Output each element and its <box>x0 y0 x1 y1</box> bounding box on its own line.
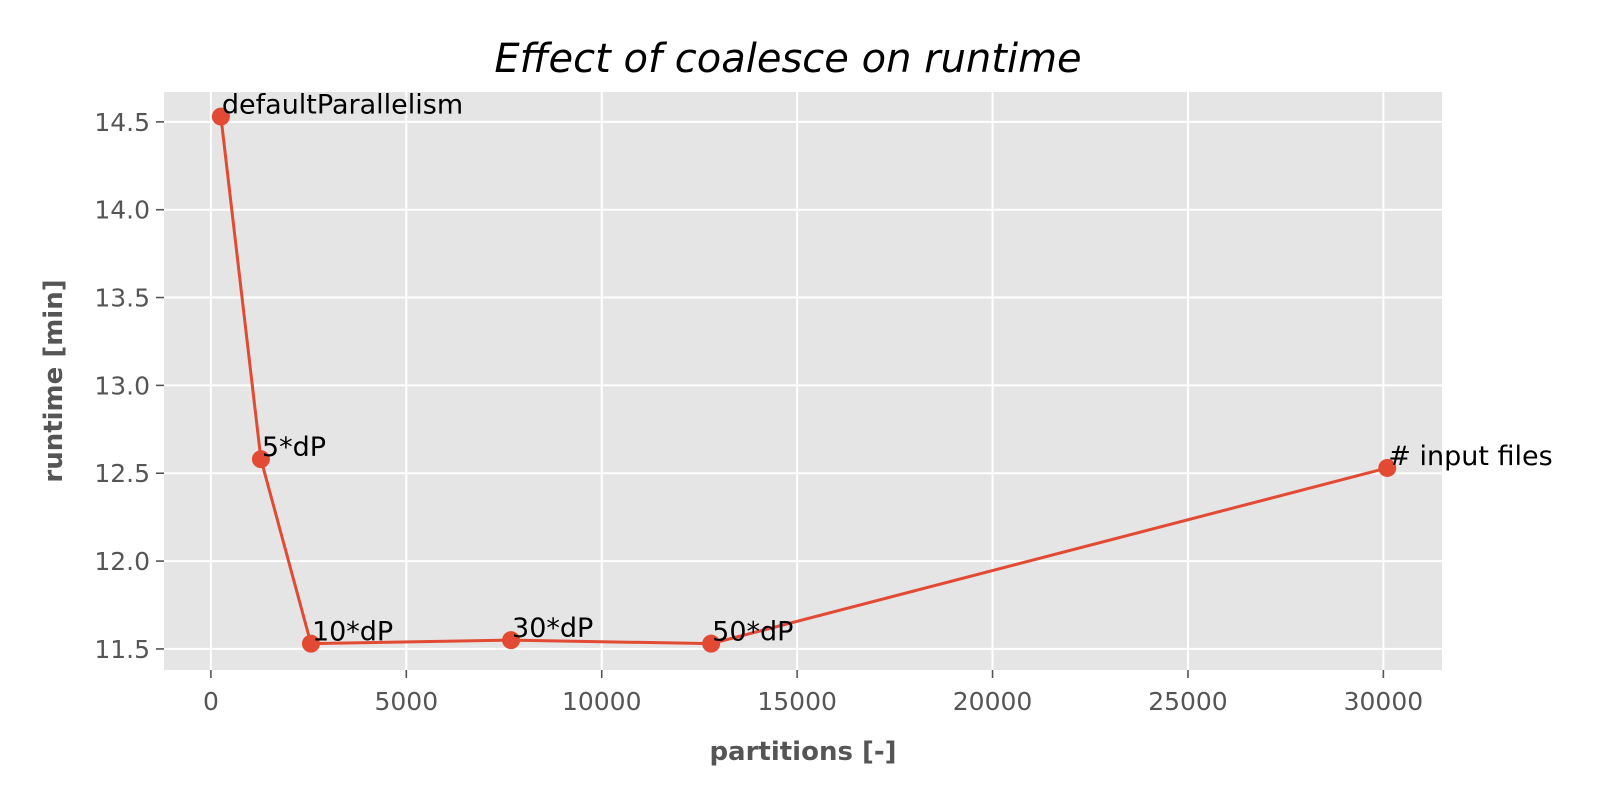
y-tick-label: 12.5 <box>94 459 150 488</box>
y-axis-label: runtime [min] <box>39 279 69 482</box>
data-label: 5*dP <box>262 432 326 463</box>
data-label: defaultParallelism <box>222 90 463 121</box>
data-label: 50*dP <box>712 617 793 648</box>
x-tick-label: 15000 <box>757 687 837 716</box>
data-point <box>1378 458 1397 477</box>
y-tick-label: 13.5 <box>94 284 150 313</box>
x-tick-label: 30000 <box>1344 687 1424 716</box>
y-tick-label: 14.5 <box>94 108 150 137</box>
data-point <box>251 450 270 469</box>
plot-area <box>164 92 1442 670</box>
y-tick-label: 13.0 <box>94 371 150 400</box>
data-point <box>502 631 521 650</box>
data-label: 10*dP <box>312 617 393 648</box>
chart-title: Effect of coalesce on runtime <box>494 36 1081 82</box>
x-tick-label: 0 <box>203 687 219 716</box>
y-tick-label: 12.0 <box>94 547 150 576</box>
x-axis-label: partitions [-] <box>709 737 896 767</box>
gridlines <box>164 92 1442 670</box>
series-line <box>219 116 1388 646</box>
y-tick-label: 14.0 <box>94 196 150 225</box>
series-layer: defaultParallelism 5*dP 10*dP 30*dP 50*dP # i… <box>211 90 1553 653</box>
y-tick-label: 11.5 <box>94 635 150 664</box>
axis-ticks: 0 5000 10000 15000 20000 25000 30000 11.5 12.0 12… <box>94 108 1423 716</box>
x-tick-label: 25000 <box>1148 687 1228 716</box>
x-tick-label: 20000 <box>953 687 1033 716</box>
data-label: # input files <box>1388 441 1552 472</box>
x-tick-label: 10000 <box>562 687 642 716</box>
data-point <box>702 634 721 653</box>
data-point <box>301 634 320 653</box>
data-label: 30*dP <box>512 613 593 644</box>
x-tick-label: 5000 <box>374 687 438 716</box>
data-point <box>211 107 230 126</box>
